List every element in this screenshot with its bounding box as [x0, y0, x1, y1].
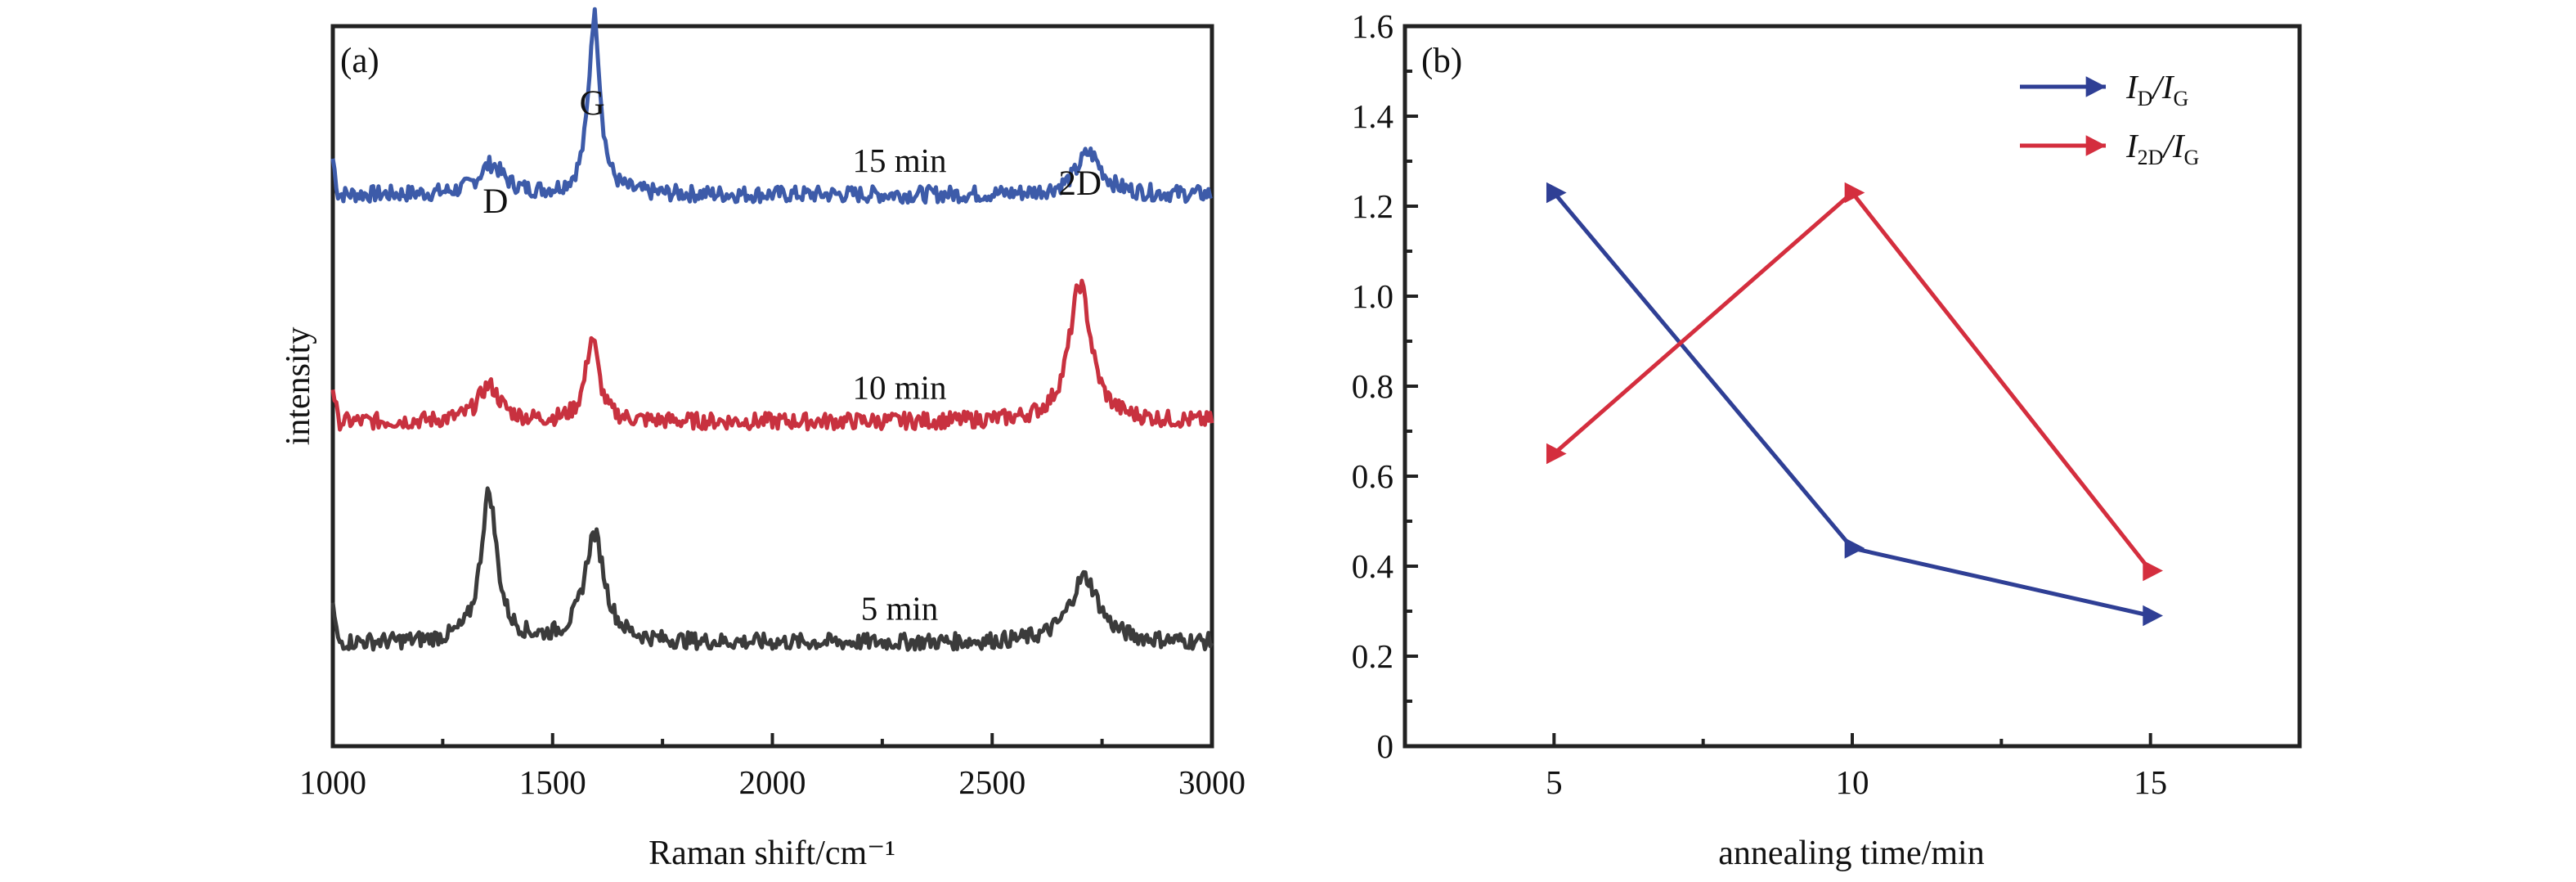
peak-label: D — [482, 182, 508, 221]
ratio-point — [1546, 182, 1567, 204]
y-tick-label: 0.4 — [1352, 547, 1393, 585]
spectrum-line — [330, 278, 1214, 432]
x-tick-label: 3000 — [1178, 763, 1245, 801]
legend-label-part: I — [2125, 127, 2139, 164]
legend-label: I2D/IG — [2125, 127, 2199, 169]
spectrum-label: 15 min — [852, 142, 946, 179]
y-tick-label: 0.6 — [1352, 457, 1393, 495]
x-tick-label: 5 — [1546, 763, 1563, 801]
ratio-point — [1844, 182, 1865, 204]
y-axis-label: intensity — [280, 327, 317, 446]
x-tick-label: 10 — [1836, 763, 1869, 801]
panel-a-x-ticks: 1000 1500 2000 2500 3000 — [299, 733, 1245, 801]
intensity-ratio-panel: (b) 00.20.40.60.81.01.21.41.65 10 15 ID/IG… — [1352, 7, 2302, 872]
legend-label: ID/IG — [2125, 68, 2188, 110]
ratio-point — [2143, 560, 2163, 582]
peak-label: G — [580, 84, 605, 123]
x-tick-label: 1000 — [299, 763, 366, 801]
spectrum-line — [330, 7, 1213, 205]
y-tick-label: 1.4 — [1352, 97, 1393, 135]
ratio-line — [1552, 189, 2152, 573]
x-tick-label: 2500 — [958, 763, 1025, 801]
panel-b-series — [1546, 182, 2163, 627]
panel-a-peak-labels: D G 2D — [482, 84, 1102, 221]
y-tick-label: 1.0 — [1352, 277, 1393, 315]
legend-label-part: 2D — [2138, 146, 2164, 169]
raman-spectra-panel: (a) 1000 1500 2000 2500 3000 15 min 10 min 5 m… — [280, 7, 1245, 872]
legend-marker — [2085, 135, 2107, 156]
y-tick-label: 0.2 — [1352, 637, 1393, 675]
ratio-point — [1844, 538, 1865, 559]
x-tick-label: 1500 — [519, 763, 586, 801]
y-tick-label: 0 — [1377, 727, 1394, 765]
ratio-point — [1546, 443, 1567, 465]
legend-label-part: G — [2173, 87, 2188, 110]
peak-label: 2D — [1058, 164, 1102, 203]
panel-a-frame — [330, 24, 1214, 749]
y-tick-label: 1.2 — [1352, 187, 1393, 225]
panel-a-curves: 15 min 10 min 5 min — [330, 7, 1214, 652]
panel-b-label: (b) — [1421, 42, 1462, 80]
legend-label-part: D — [2138, 87, 2153, 110]
legend-marker — [2085, 76, 2107, 97]
x-axis-label: Raman shift/cm⁻¹ — [648, 835, 895, 872]
x-axis-label-b: annealing time/min — [1718, 835, 1984, 872]
y-tick-label: 0.8 — [1352, 367, 1393, 405]
legend-label-part: /I — [2151, 68, 2174, 106]
spectrum-label: 5 min — [861, 590, 939, 628]
y-tick-label: 1.6 — [1352, 7, 1393, 45]
legend-label-part: I — [2125, 68, 2139, 106]
x-tick-label: 15 — [2134, 763, 2167, 801]
spectrum-label: 10 min — [852, 368, 946, 406]
panel-a-label: (a) — [340, 42, 379, 80]
panel-b-ticks: 0 0.2 0.4 0.6 0.8 1.0 1.2 1.4 1.6 5 10 15 — [1352, 7, 2301, 801]
ratio-point — [2143, 605, 2163, 627]
legend-label-part: G — [2183, 146, 2199, 169]
legend-label-part: /I — [2161, 127, 2185, 164]
x-tick-label: 2000 — [739, 763, 806, 801]
spectrum-line — [330, 486, 1214, 652]
